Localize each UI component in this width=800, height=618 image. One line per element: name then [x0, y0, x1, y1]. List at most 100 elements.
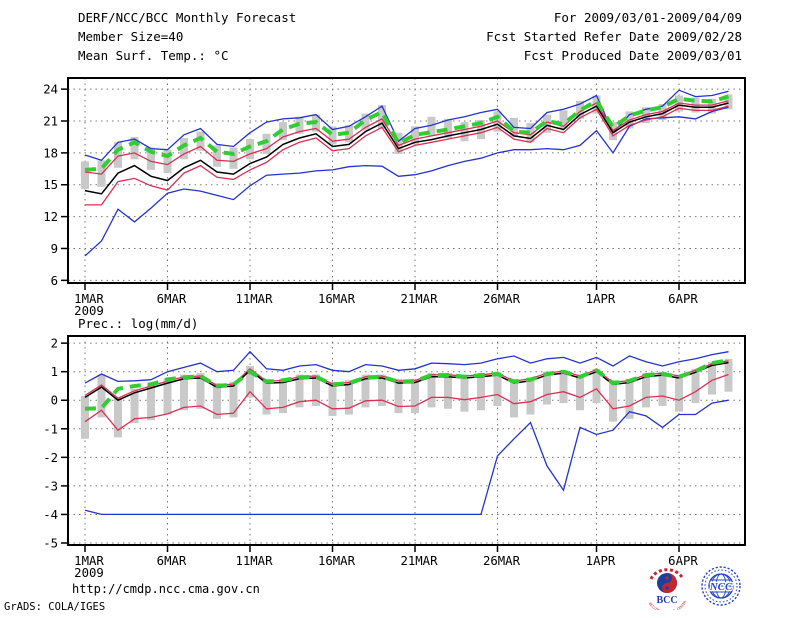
y-tick-label: -5 [43, 537, 58, 551]
ensemble-spread-bar [361, 113, 370, 131]
x-tick-label: 1MAR [74, 292, 104, 306]
ensemble-spread-bar [212, 145, 221, 167]
ensemble-spread-bar [229, 381, 238, 418]
precip-panel-title: Prec.: log(mm/d) [78, 316, 199, 331]
ensemble-spread-bar [608, 380, 617, 422]
series-median [84, 102, 729, 195]
ensemble-spread-bar [443, 118, 452, 139]
x-tick-year-label: 2009 [74, 566, 104, 580]
ensemble-spread-bar [130, 136, 139, 160]
x-tick-label: 1APR [586, 554, 616, 568]
ensemble-spread-bar [724, 94, 733, 110]
ensemble-spread-bar [361, 374, 370, 408]
ncc-wreath-inner [704, 569, 738, 603]
plot-box [67, 335, 746, 546]
ensemble-spread-bar [130, 388, 139, 424]
series-ensemble-max [84, 350, 729, 384]
ensemble-spread-bar [196, 131, 205, 151]
x-tick-label: 1APR [586, 292, 616, 306]
refer-date-label: Fcst Started Refer Date 2009/02/28 [486, 29, 742, 44]
y-tick-label: 15 [43, 178, 58, 192]
ensemble-spread-bar [80, 161, 89, 189]
ensemble-spread-bar [592, 368, 601, 404]
ensemble-spread-bar [146, 147, 155, 170]
bcc-logo-label: BCC [656, 595, 677, 606]
x-tick-label: 26MAR [483, 554, 521, 568]
ensemble-spread-bar [542, 371, 551, 405]
ensemble-spread-bar [476, 373, 485, 411]
x-tick-label: 21MAR [400, 292, 438, 306]
ensemble-spread-bar [179, 374, 188, 411]
y-tick-label: 24 [43, 83, 58, 97]
ensemble-spread-bar [691, 368, 700, 404]
ensemble-spread-bar [410, 378, 419, 414]
bcc-swirl-dot-bottom [665, 586, 669, 590]
y-tick-label: 21 [43, 115, 58, 129]
y-tick-label: -2 [43, 451, 58, 465]
ensemble-spread-bar [262, 378, 271, 415]
ensemble-spread-bar [658, 371, 667, 406]
y-tick-label: 1 [51, 365, 58, 379]
ensemble-spread-bar [526, 377, 535, 415]
ensemble-spread-bar [163, 149, 172, 174]
ensemble-spread-bar [509, 378, 518, 418]
produced-date-label: Fcst Produced Date 2009/03/01 [523, 48, 742, 63]
ensemble-spread-bar [311, 374, 320, 406]
temperature-panel-title: Mean Surf. Temp.: °C [78, 48, 229, 63]
ensemble-spread-bar [410, 126, 419, 145]
y-tick-label: 6 [51, 274, 58, 288]
y-tick-label: -4 [43, 508, 58, 522]
x-tick-label: 16MAR [318, 292, 356, 306]
ensemble-spread-bar [245, 139, 254, 160]
plot-box [67, 77, 746, 284]
ensemble-spread-bar [460, 374, 469, 412]
x-tick-label: 6APR [668, 292, 698, 306]
ensemble-spread-bar [575, 374, 584, 411]
ensemble-spread-bar [295, 374, 304, 408]
x-tick-label: 11MAR [235, 292, 273, 306]
y-tick-label: 2 [51, 337, 58, 351]
grads-credit: GrADS: COLA/IGES [4, 601, 106, 613]
ensemble-spread-bar [163, 378, 172, 415]
series-ensemble-min [84, 106, 729, 257]
valid-range-label: For 2009/03/01-2009/04/09 [553, 10, 742, 25]
ensemble-spread-bar [328, 126, 337, 145]
footer-url: http://cmdp.ncc.cma.gov.cn [72, 582, 260, 596]
ensemble-spread-bar [559, 110, 568, 129]
x-tick-year-label: 2009 [74, 304, 104, 318]
ensemble-spread-bar [641, 373, 650, 408]
ensemble-spread-bar [146, 384, 155, 421]
ensemble-spread-bar [427, 373, 436, 408]
ensemble-spread-bar [493, 371, 502, 406]
x-tick-label: 26MAR [483, 292, 521, 306]
ensemble-spread-bar [113, 142, 122, 168]
series-lower-quartile [85, 105, 729, 206]
y-tick-label: -3 [43, 479, 58, 493]
ensemble-spread-bar [443, 373, 452, 409]
ensemble-spread-bar [179, 138, 188, 160]
ensemble-spread-bar [707, 98, 716, 114]
ensemble-spread-bar [625, 378, 634, 419]
ensemble-spread-bar [526, 123, 535, 143]
ncc-logo: NCC [701, 566, 741, 606]
ncc-wreath-outer [701, 566, 741, 606]
ensemble-spread-bar [674, 374, 683, 412]
ensemble-spread-bar [542, 114, 551, 133]
page-title: DERF/NCC/BCC Monthly Forecast [78, 10, 297, 25]
x-tick-label: 11MAR [235, 554, 273, 568]
ensemble-spread-bar [229, 147, 238, 169]
ensemble-spread-bar [278, 378, 287, 414]
y-tick-label: 9 [51, 242, 58, 256]
ensemble-spread-bar [707, 361, 716, 395]
ensemble-spread-bar [344, 380, 353, 415]
ensemble-spread-bar [460, 122, 469, 142]
member-size-label: Member Size=40 [78, 29, 184, 44]
x-tick-label: 16MAR [318, 554, 356, 568]
y-tick-label: 12 [43, 210, 58, 224]
series-lower-quartile [84, 373, 729, 432]
ensemble-spread-bar [97, 374, 106, 418]
ensemble-spread-bar [212, 383, 221, 419]
ensemble-spread-bar [394, 132, 403, 154]
series-upper-quartile [84, 100, 729, 175]
